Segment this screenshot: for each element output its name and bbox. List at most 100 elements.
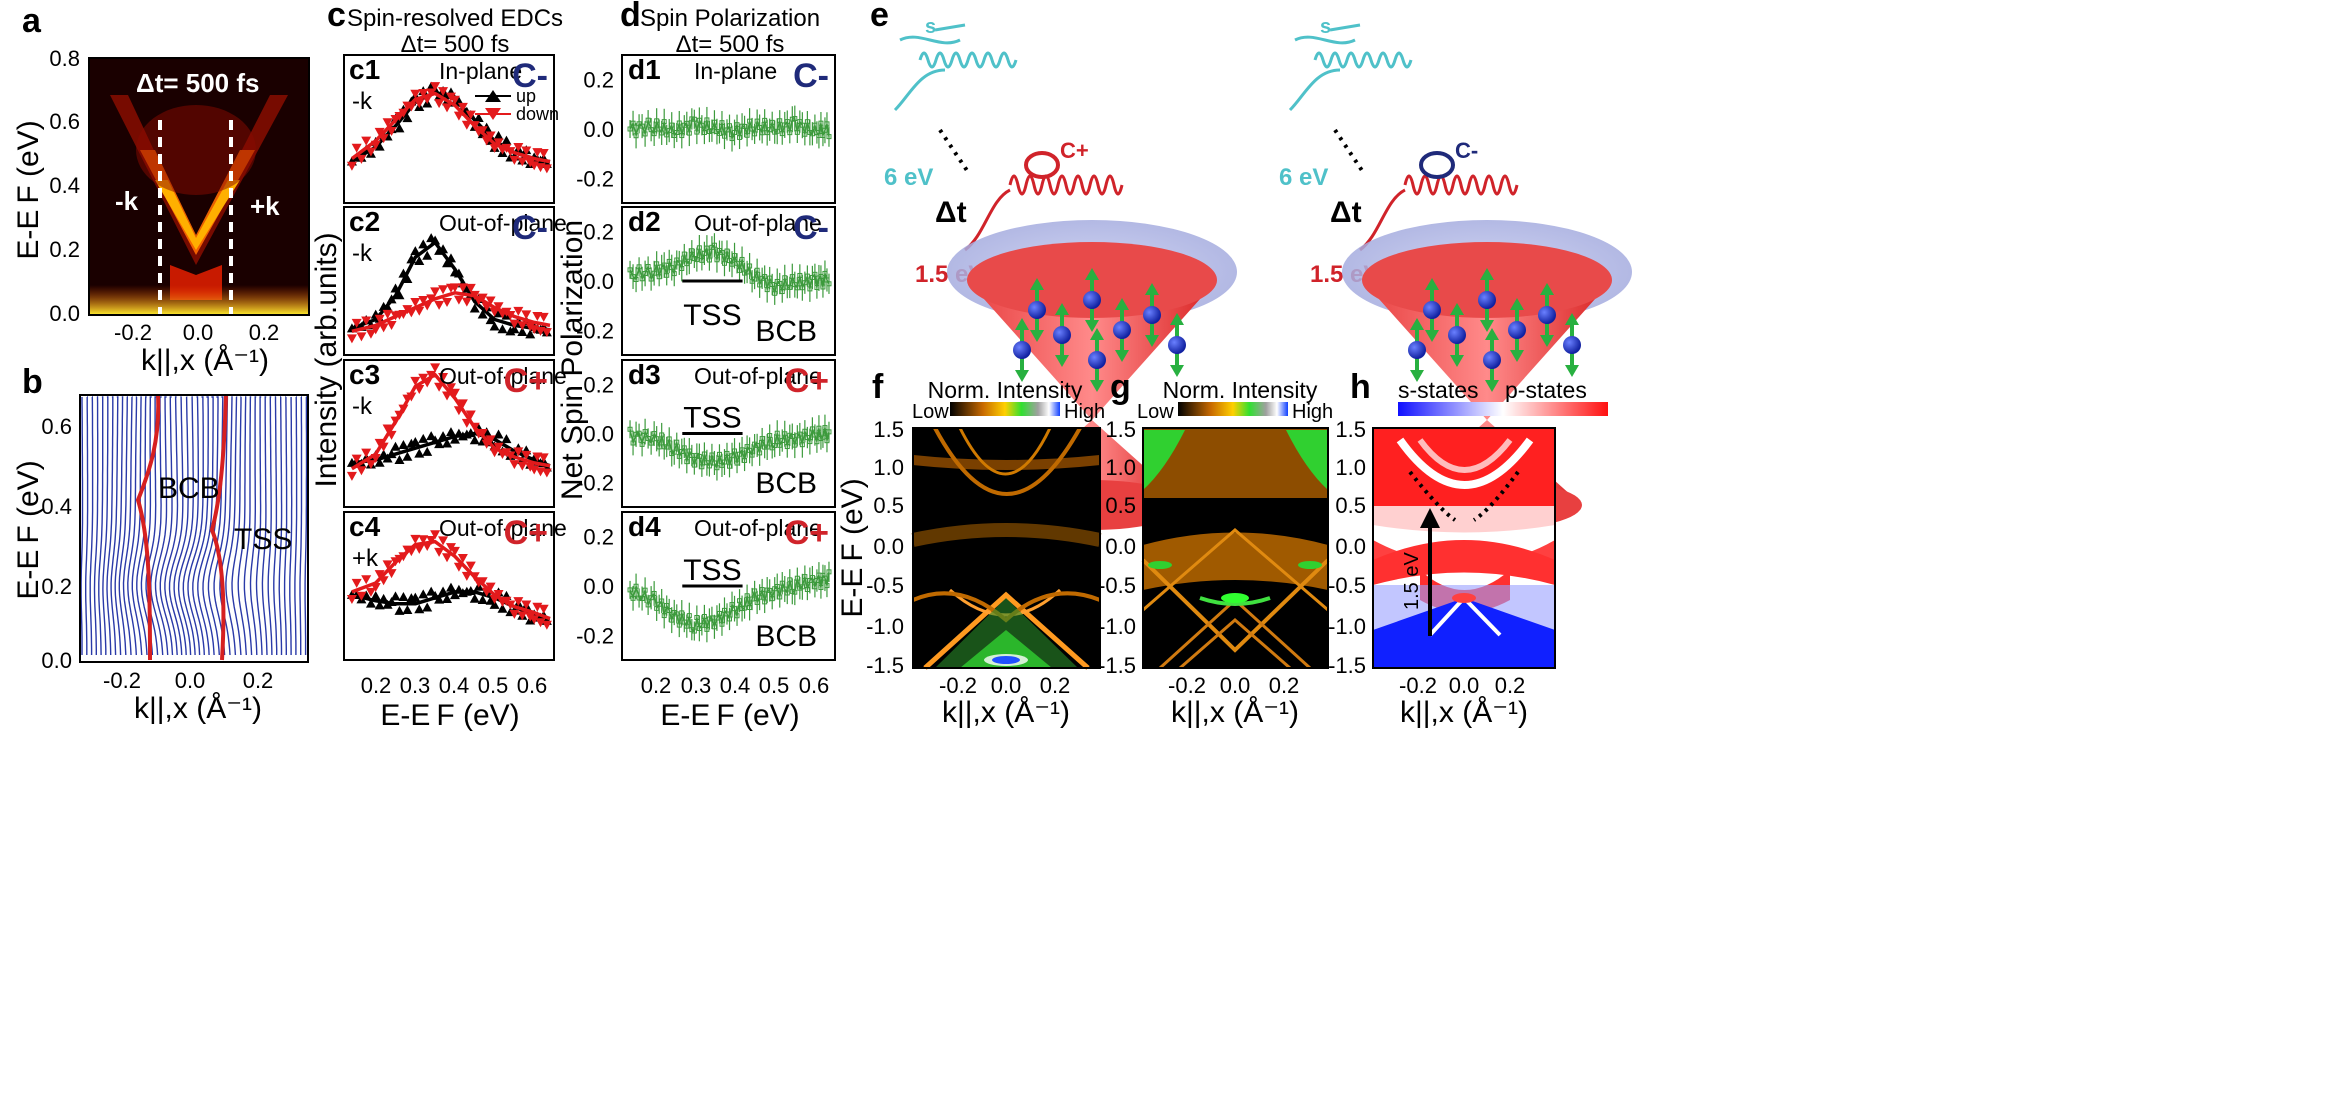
panel-label-g: g — [1110, 368, 1131, 406]
delay-dots — [1333, 128, 1365, 174]
marker-down — [438, 87, 449, 97]
geom-d2: Out-of-plane — [694, 210, 822, 236]
electron — [1028, 301, 1046, 319]
marker-up — [398, 592, 409, 602]
marker-down — [351, 143, 362, 153]
svg-text:0.0: 0.0 — [1105, 534, 1136, 559]
marker-up — [422, 602, 433, 612]
marker-down — [453, 111, 464, 121]
marker-down — [346, 161, 357, 171]
marker-down — [493, 302, 504, 312]
marker-down — [365, 329, 376, 339]
spin-arrow-head-up — [1055, 303, 1069, 315]
marker-up — [414, 256, 425, 266]
svg-text:1.5: 1.5 — [1105, 417, 1136, 442]
svg-text:-0.5: -0.5 — [1098, 573, 1136, 598]
f-colorbar — [950, 402, 1060, 416]
spin-arrow-head-up — [1015, 318, 1029, 330]
marker-down — [485, 435, 496, 445]
geom-d4: Out-of-plane — [694, 515, 822, 541]
svg-text:0.6: 0.6 — [41, 414, 72, 439]
panel-label-e: e — [870, 0, 889, 34]
ytick: 0.2 — [583, 373, 614, 398]
marker-down — [361, 316, 372, 326]
marker-up — [414, 448, 425, 458]
marker-down — [535, 618, 546, 628]
g-xlabel: k||,x (Å⁻¹) — [1171, 696, 1299, 729]
panel-label-c: c — [327, 0, 346, 34]
geom-d3: Out-of-plane — [694, 363, 822, 389]
f-cbar-title: Norm. Intensity — [928, 377, 1083, 403]
marker-up — [473, 112, 484, 122]
frame-d3 — [621, 359, 836, 508]
marker-down — [430, 363, 441, 373]
k-c4: +k — [352, 545, 379, 572]
marker-up — [501, 135, 512, 145]
marker-down — [453, 406, 464, 416]
edc-line — [237, 396, 247, 656]
point — [627, 267, 633, 273]
marker-up — [422, 446, 433, 456]
minus-k-label: -k — [115, 186, 139, 216]
electron — [1423, 301, 1441, 319]
c-ylabel: Intensity (arb.units) — [310, 232, 343, 487]
marker-down — [541, 328, 552, 338]
spin-arrow-head-up — [1510, 298, 1524, 310]
frame-d1 — [621, 54, 836, 204]
bcb-label-d3: BCB — [755, 467, 817, 500]
marker-down — [469, 121, 480, 131]
frame-d4 — [621, 511, 836, 661]
spin-arrow-head-down — [1410, 370, 1424, 382]
spin-arrow-head-down — [1510, 350, 1524, 362]
marker-up — [386, 449, 397, 459]
chart-c1: c1 In-plane -k C- — [343, 54, 555, 204]
marker-up — [390, 441, 401, 451]
marker-up — [394, 605, 405, 615]
marker-up — [485, 315, 496, 325]
marker-down — [386, 430, 397, 440]
geom-c1: In-plane — [439, 58, 522, 84]
marker-down — [509, 609, 520, 619]
marker-down — [410, 89, 421, 99]
marker-down — [398, 108, 409, 118]
svg-text:-0.2: -0.2 — [1399, 673, 1437, 698]
pol-c3: C+ — [504, 362, 548, 400]
panel-a: a Δt= 500 fs -k +k 0.8 0.6 0.4 0.2 0.0 -… — [12, 2, 310, 377]
spin-arrow-head-up — [1425, 278, 1439, 290]
marker-down — [481, 302, 492, 312]
marker-down — [406, 308, 417, 318]
edc-line — [140, 396, 154, 656]
spin-arrow-head-down — [1485, 380, 1499, 392]
ytick: 0.0 — [583, 117, 614, 142]
probe-energy-label: 6 eV — [884, 164, 933, 191]
sub-id-c4: c4 — [349, 511, 381, 542]
marker-up — [378, 593, 389, 603]
svg-text:0.2: 0.2 — [1495, 673, 1526, 698]
marker-down — [374, 314, 385, 324]
marker-down — [418, 296, 429, 306]
spin-arrow-head-down — [1145, 335, 1159, 347]
marker-up — [406, 254, 417, 264]
marker-down — [422, 95, 433, 105]
marker-down — [509, 319, 520, 329]
marker-down — [469, 290, 480, 300]
svg-text:0.8: 0.8 — [49, 46, 80, 71]
edc-line — [168, 396, 184, 656]
marker-down — [361, 575, 372, 585]
spin-arrow-head-up — [1170, 313, 1184, 325]
spin-arrow-head-up — [1085, 268, 1099, 280]
marker-down — [378, 323, 389, 333]
edc-line — [118, 396, 129, 656]
marker-down — [374, 570, 385, 580]
svg-text:0.0: 0.0 — [1220, 673, 1251, 698]
probe-beam-s — [899, 23, 966, 45]
edc-line — [127, 396, 138, 656]
edc-line — [231, 396, 242, 656]
marker-down — [489, 307, 500, 317]
sub-id-c3: c3 — [349, 359, 380, 390]
delay-dots — [938, 128, 970, 174]
svg-text:0.3: 0.3 — [400, 673, 431, 698]
marker-up — [434, 439, 445, 449]
plus-k-label: +k — [250, 191, 280, 221]
